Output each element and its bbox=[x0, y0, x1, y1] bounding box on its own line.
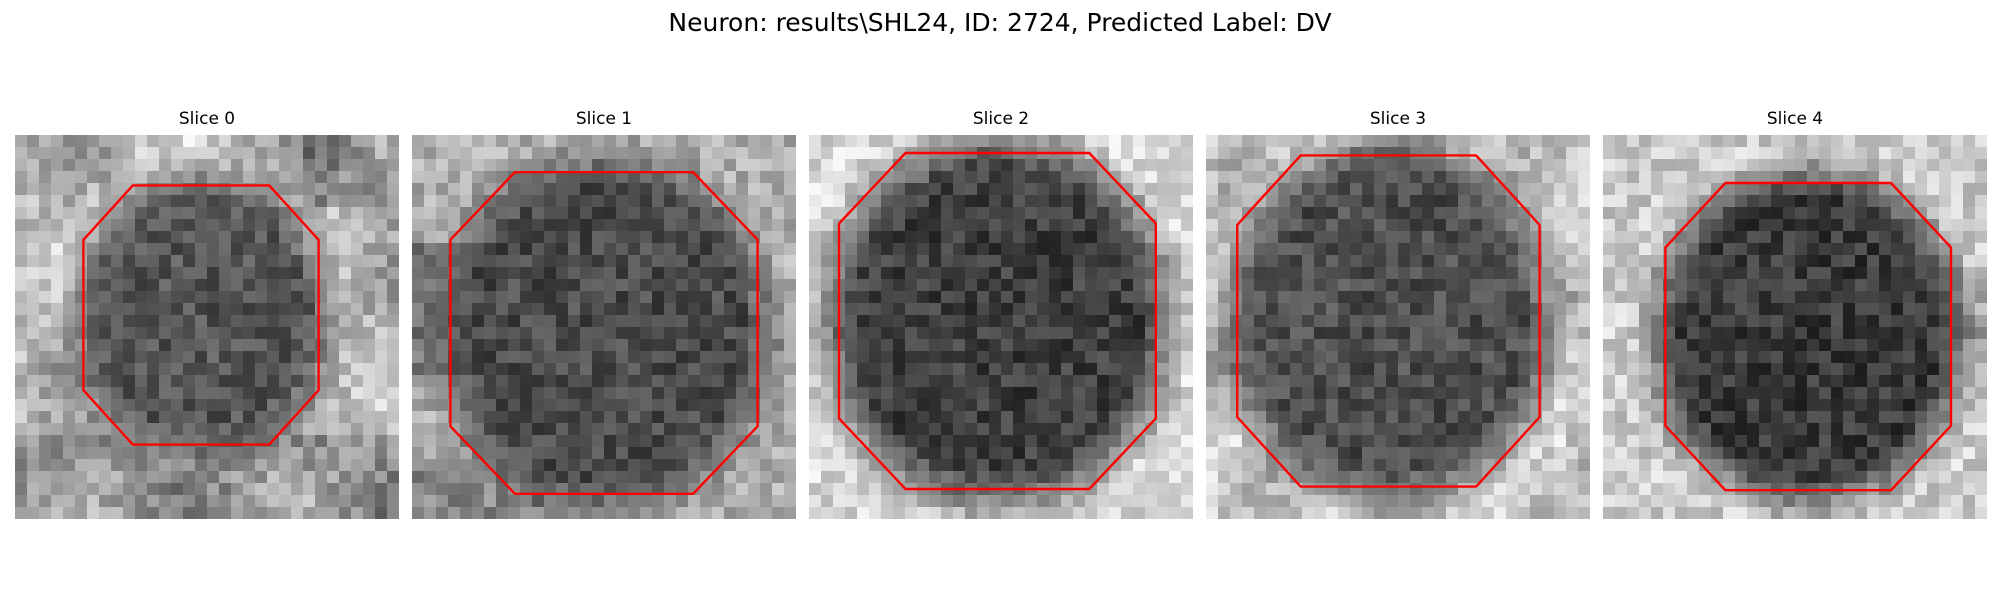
slice-image-2 bbox=[809, 135, 1193, 519]
segmentation-contour-1 bbox=[449, 171, 759, 495]
segmentation-contour-4 bbox=[1664, 181, 1953, 492]
figure-title: Neuron: results\SHL24, ID: 2724, Predict… bbox=[668, 8, 1332, 37]
slice-image-3 bbox=[1206, 135, 1590, 519]
slice-title-0: Slice 0 bbox=[178, 109, 236, 129]
slice-title-1: Slice 1 bbox=[575, 109, 633, 129]
slice-title-2: Slice 2 bbox=[972, 109, 1030, 129]
slice-title-4: Slice 4 bbox=[1766, 109, 1824, 129]
slice-image-4 bbox=[1603, 135, 1987, 519]
slice-title-3: Slice 3 bbox=[1369, 109, 1427, 129]
slice-image-0 bbox=[15, 135, 399, 519]
segmentation-contour-3 bbox=[1236, 154, 1541, 488]
segmentation-contour-2 bbox=[837, 151, 1157, 491]
slice-image-1 bbox=[412, 135, 796, 519]
segmentation-contour-0 bbox=[82, 184, 320, 446]
